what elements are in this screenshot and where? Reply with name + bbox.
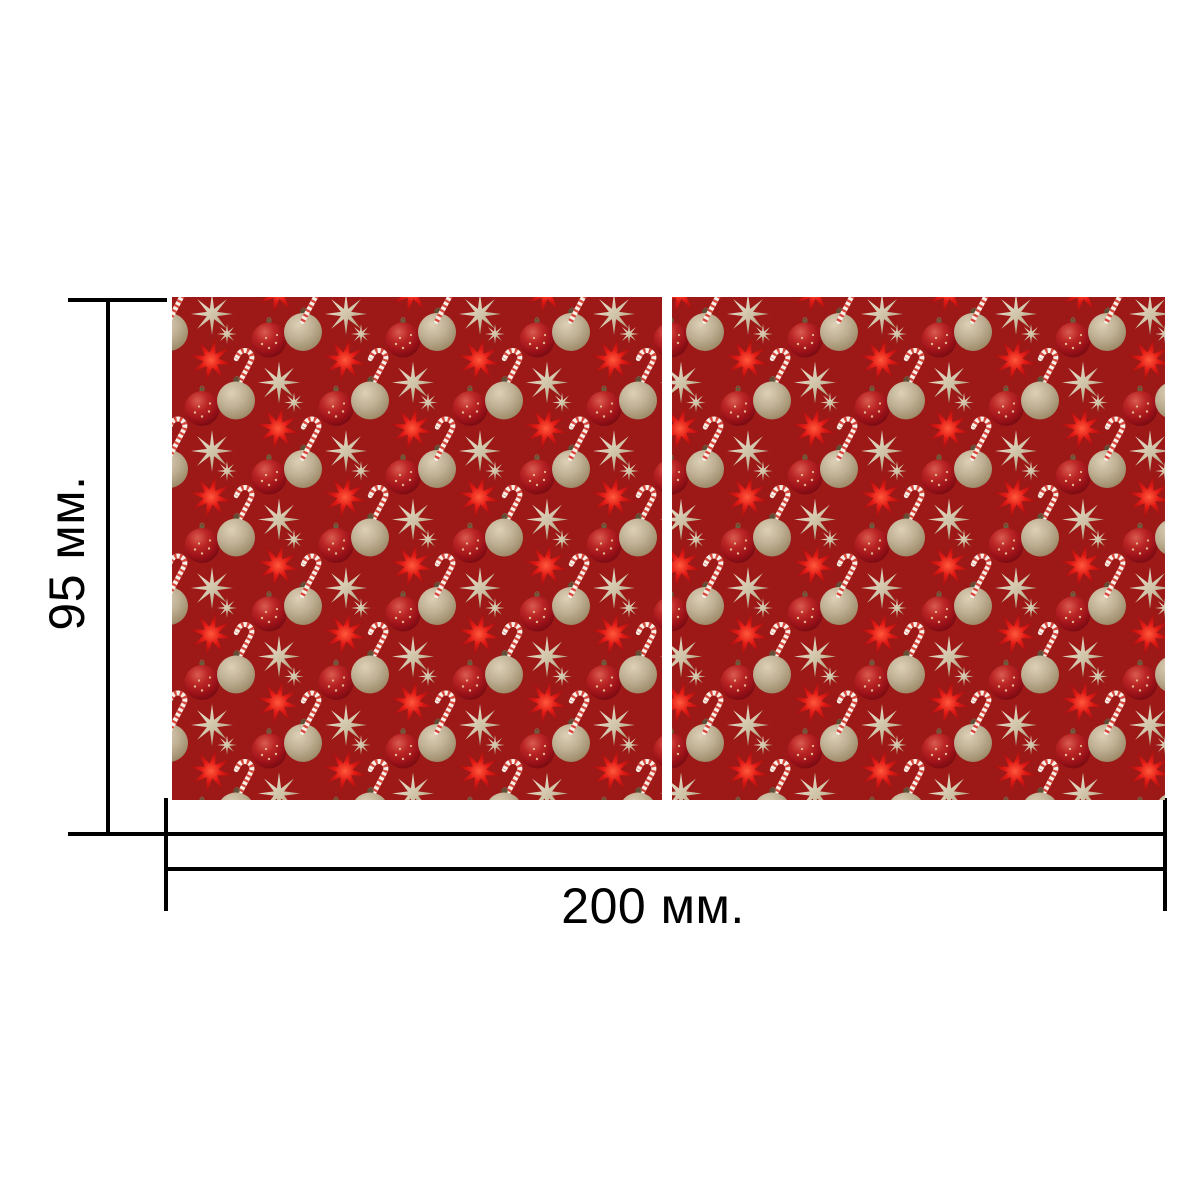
- height-dim-top-tick: [68, 298, 167, 302]
- width-dim-line: [164, 867, 1167, 871]
- width-dimension-label: 200 мм.: [561, 878, 745, 934]
- height-dim-line: [106, 298, 110, 836]
- pattern-swatch-right: [672, 297, 1165, 800]
- width-dim-ext-line-right: [1163, 798, 1167, 911]
- height-dimension-label: 95 мм.: [39, 475, 95, 631]
- width-dim-ext-line-left: [164, 798, 168, 911]
- pattern-swatch-left: [172, 297, 662, 800]
- bottom-boundary-line: [68, 832, 1167, 836]
- swatch-pattern-graphic: [172, 297, 1165, 800]
